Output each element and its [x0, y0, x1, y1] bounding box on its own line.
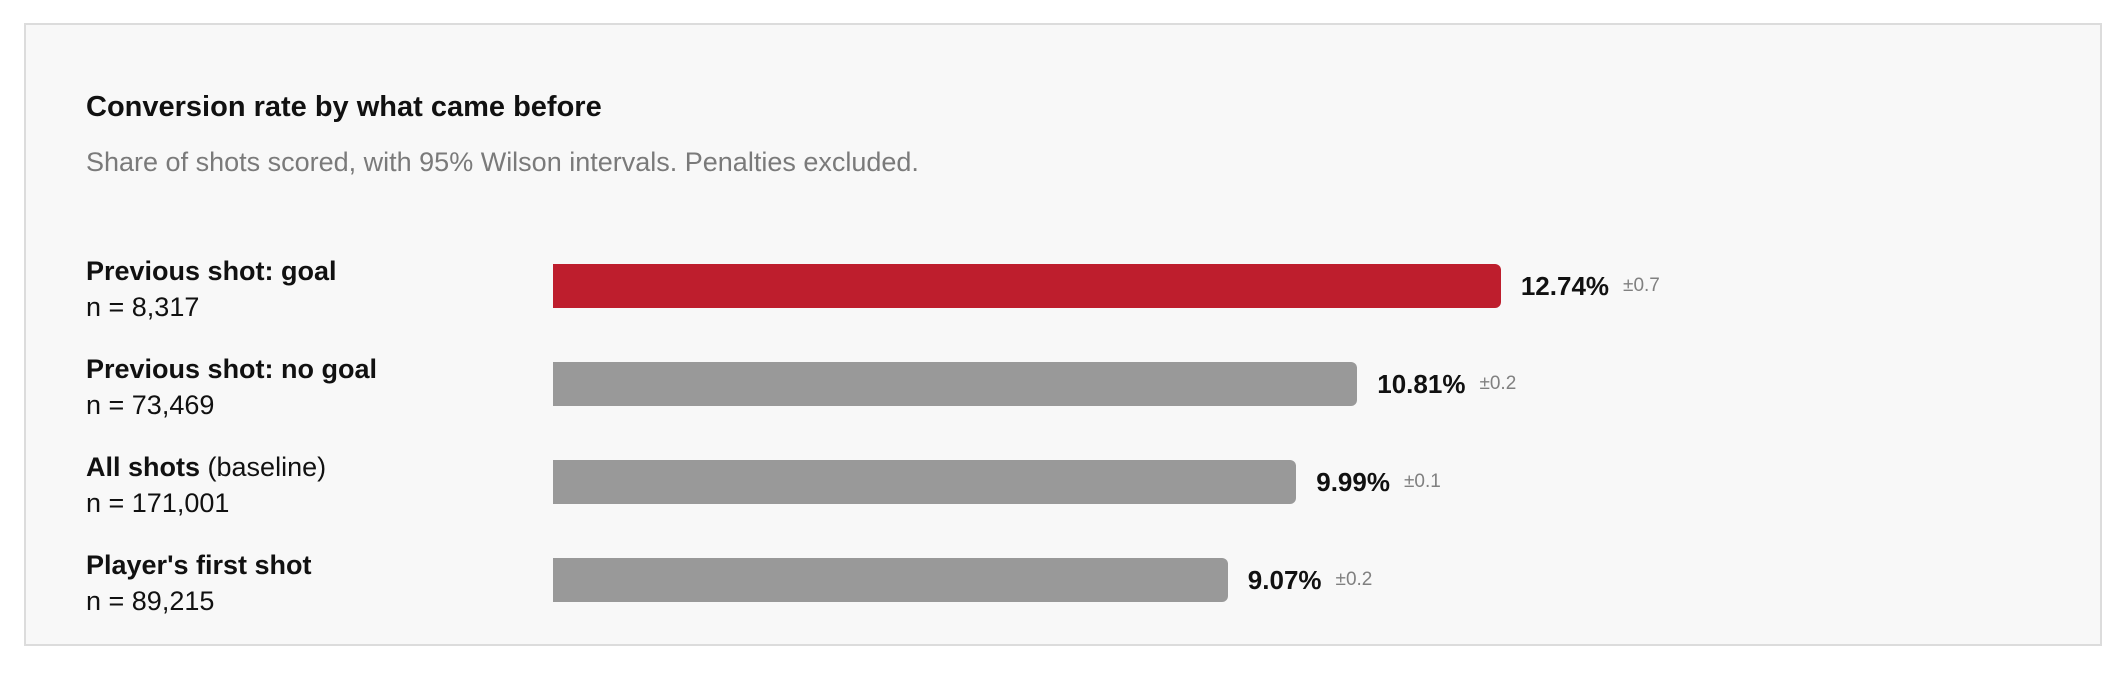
- bar-row: Previous shot: no goal n = 73,469 10.81%…: [26, 351, 2100, 449]
- row-label: All shots (baseline) n = 171,001: [86, 449, 326, 521]
- ci-label: ±0.7: [1623, 275, 1660, 296]
- value-label: 10.81%: [1377, 368, 1466, 399]
- ci-label: ±0.2: [1335, 569, 1373, 590]
- bar-row: Previous shot: goal n = 8,317 12.74% ±0.…: [26, 253, 2100, 351]
- row-name-text: Player's first shot: [86, 550, 312, 580]
- value-label: 12.74%: [1520, 270, 1610, 301]
- bar-row: Player's first shot n = 89,215 9.07% ±0.…: [26, 547, 2100, 645]
- bar: [553, 558, 1228, 602]
- value-label-group: 9.99% ±0.1: [1316, 460, 1441, 504]
- row-name: Previous shot: no goal: [86, 351, 377, 387]
- row-name-text: Previous shot: no goal: [86, 354, 378, 384]
- value-label-group: 12.74% ±0.7: [1521, 264, 1660, 308]
- value-label-group: 10.81% ±0.2: [1377, 362, 1516, 406]
- row-name: Previous shot: goal: [86, 253, 337, 289]
- chart-card: Conversion rate by what came before Shar…: [24, 23, 2102, 646]
- value-label-group: 9.07% ±0.2: [1248, 558, 1373, 602]
- bar-row: All shots (baseline) n = 171,001 9.99% ±…: [26, 449, 2100, 547]
- chart-title: Conversion rate by what came before: [86, 91, 602, 123]
- row-sample-size: n = 73,469: [86, 390, 215, 420]
- row-label: Previous shot: goal n = 8,317: [86, 253, 337, 325]
- row-name-note: (baseline): [207, 452, 327, 482]
- row-sample-size: n = 89,215: [86, 586, 215, 616]
- value-label: 9.07%: [1247, 564, 1322, 595]
- ci-label: ±0.2: [1479, 373, 1517, 394]
- row-sample-size: n = 171,001: [86, 488, 230, 518]
- row-name-text: All shots: [86, 452, 201, 482]
- row-sample-size: n = 8,317: [86, 292, 200, 322]
- row-name-text: Previous shot: goal: [86, 256, 337, 286]
- value-label: 9.99%: [1316, 466, 1390, 497]
- ci-label: ±0.1: [1403, 471, 1441, 492]
- bar: [553, 264, 1501, 308]
- row-label: Previous shot: no goal n = 73,469: [86, 351, 377, 423]
- bar: [553, 362, 1358, 406]
- chart-subtitle: Share of shots scored, with 95% Wilson i…: [86, 147, 919, 177]
- row-label: Player's first shot n = 89,215: [86, 547, 312, 619]
- row-name: All shots (baseline): [86, 449, 326, 485]
- row-name: Player's first shot: [86, 547, 312, 583]
- bar: [553, 460, 1297, 504]
